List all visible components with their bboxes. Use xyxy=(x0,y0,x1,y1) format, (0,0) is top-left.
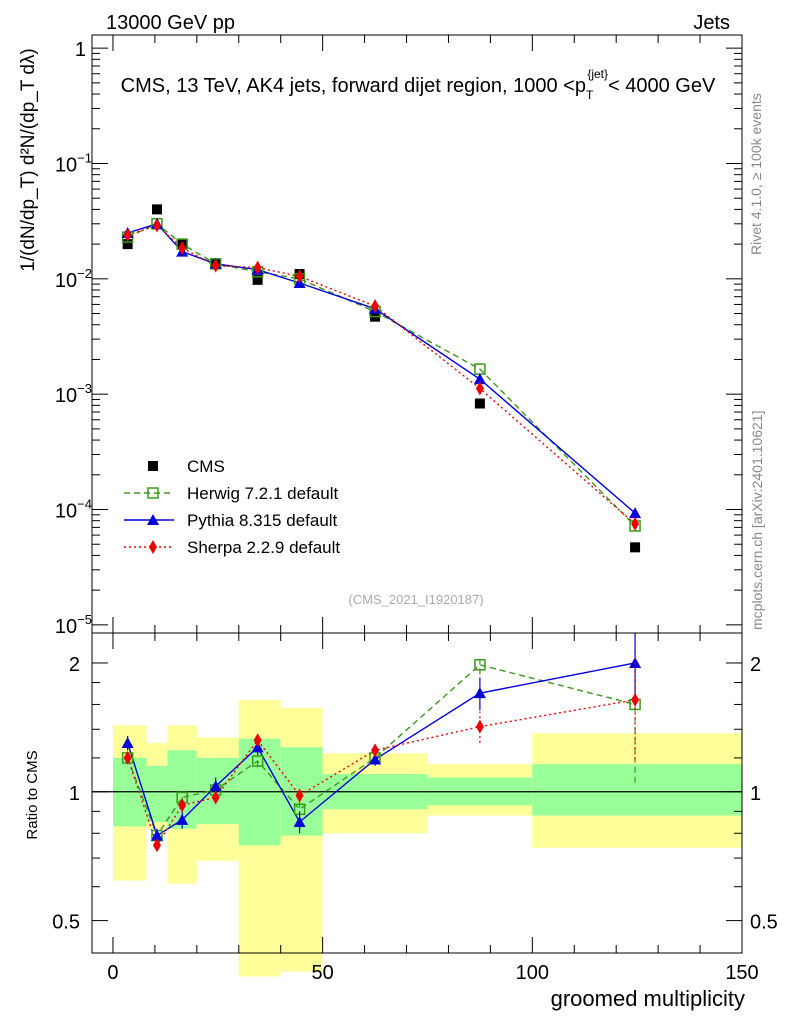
x-tick-label: 150 xyxy=(725,962,758,984)
x-tick-label: 0 xyxy=(107,962,118,984)
ratio-band-layer xyxy=(92,699,742,977)
mcplots-label: mcplots.cern.ch [arXiv:2401.10621] xyxy=(749,411,765,630)
x-tick-label: 50 xyxy=(312,962,334,984)
ratio-y-tick-label-right: 0.5 xyxy=(750,912,778,934)
ratio-point-sherpa xyxy=(211,790,220,805)
y-tick-label: 10−5 xyxy=(55,612,92,638)
ratio-frame xyxy=(91,632,743,954)
series-line-herwig xyxy=(127,222,636,527)
ratio-point-sherpa xyxy=(631,692,640,707)
ratio-panel: 0.5 0.5 1 1 2 2 0 50 100 150 xyxy=(52,632,778,984)
x-axis-label: groomed multiplicity xyxy=(551,986,745,1011)
y-tick-label: 1 xyxy=(75,39,86,61)
point-sherpa xyxy=(253,260,262,275)
uncertainty-band-inner xyxy=(146,765,168,822)
ratio-point-herwig xyxy=(474,659,486,671)
point-sherpa xyxy=(123,227,132,242)
ratio-y-tick-label-right: 1 xyxy=(750,783,761,805)
main-title-lead: CMS, 13 TeV, AK4 jets, forward dijet reg… xyxy=(121,75,586,97)
rivet-label: Rivet 4.1.0, ≥ 100k events xyxy=(748,93,764,255)
ratio-point-pythia xyxy=(209,780,222,792)
main-title-sup: {jet} xyxy=(587,67,608,81)
point-sherpa xyxy=(153,218,161,233)
ratio-point-sherpa xyxy=(178,798,187,813)
y-tick-label: 10−3 xyxy=(55,381,92,407)
main-title-sub: T xyxy=(586,88,594,102)
legend-label-herwig: Herwig 7.2.1 default xyxy=(187,484,338,503)
ratio-y-tick-label: 1 xyxy=(69,783,80,805)
main-title: CMS, 13 TeV, AK4 jets, forward dijet reg… xyxy=(121,67,716,102)
y-tick-label: 10−1 xyxy=(55,150,92,176)
watermark: (CMS_2021_I1920187) xyxy=(348,592,483,607)
point-cms xyxy=(152,204,162,215)
point-sherpa xyxy=(295,269,304,284)
ratio-point-pythia xyxy=(151,829,163,841)
legend: CMS Herwig 7.2.1 default Pythia 8.315 defa… xyxy=(124,457,340,557)
legend-marker-sherpa xyxy=(149,540,157,554)
point-pythia xyxy=(473,373,486,385)
point-pythia xyxy=(629,507,642,519)
ratio-y-tick-label: 2 xyxy=(69,654,80,676)
ratio-point-herwig xyxy=(251,755,264,767)
header-process: 13000 GeV pp xyxy=(106,12,235,34)
uncertainty-band-inner xyxy=(532,764,742,816)
ratio-y-tick-label-right: 2 xyxy=(750,654,761,676)
point-sherpa xyxy=(475,381,484,396)
main-series-layer xyxy=(121,204,642,553)
point-cms xyxy=(630,542,641,553)
ratio-point-pythia xyxy=(176,813,189,825)
point-cms xyxy=(252,274,263,285)
series-line-sherpa xyxy=(127,224,636,525)
point-cms xyxy=(474,398,485,409)
ratio-point-pythia xyxy=(473,687,486,699)
ratio-point-pythia xyxy=(369,753,382,765)
y-axis-label-ratio: Ratio to CMS xyxy=(24,750,41,839)
ratio-y-tick-label: 0.5 xyxy=(52,912,80,934)
y-tick-label: 10−2 xyxy=(55,266,92,292)
legend-label-pythia: Pythia 8.315 default xyxy=(187,511,338,530)
point-sherpa xyxy=(178,241,187,256)
svg-text:CMS, 13 TeV, AK4 jets, forward: CMS, 13 TeV, AK4 jets, forward dijet reg… xyxy=(121,67,716,102)
ratio-point-sherpa xyxy=(123,750,132,765)
legend-label-cms: CMS xyxy=(187,457,225,476)
main-panel: 1 10−1 10−2 10−3 10−4 10−5 (CMS_2021_I1920187… xyxy=(55,34,743,638)
point-sherpa xyxy=(631,516,640,531)
ratio-axis-layer: 0.5 0.5 1 1 2 2 0 50 100 150 xyxy=(52,633,778,984)
ratio-point-pythia xyxy=(293,815,306,827)
ratio-series-layer xyxy=(121,633,642,853)
point-sherpa xyxy=(371,299,380,314)
legend-label-sherpa: Sherpa 2.2.9 default xyxy=(187,538,340,557)
ratio-point-sherpa xyxy=(153,838,161,853)
legend-marker-cms xyxy=(148,461,158,471)
point-sherpa xyxy=(211,258,220,273)
y-axis-label-main: 1/(dN/dp_T) d²N/(dp_T dλ) xyxy=(18,48,39,272)
ratio-point-sherpa xyxy=(371,743,380,758)
ratio-point-sherpa xyxy=(475,719,484,734)
ratio-line-herwig xyxy=(126,664,636,838)
header-category: Jets xyxy=(693,12,730,34)
main-title-tail: < 4000 GeV xyxy=(608,75,716,97)
y-tick-label: 10−4 xyxy=(55,497,92,523)
ratio-point-sherpa xyxy=(295,788,304,803)
ratio-point-sherpa xyxy=(253,733,262,748)
x-tick-label: 100 xyxy=(516,962,549,984)
legend-marker-pythia xyxy=(147,514,159,525)
y-axis-label-main-text: 1/(dN/dp_T) d²N/(dp_T dλ) xyxy=(18,48,39,272)
main-axis-layer: 1 10−1 10−2 10−3 10−4 10−5 xyxy=(55,35,743,638)
ratio-point-pythia xyxy=(121,737,134,749)
point-cms xyxy=(122,239,133,250)
legend-marker-herwig xyxy=(147,487,159,499)
